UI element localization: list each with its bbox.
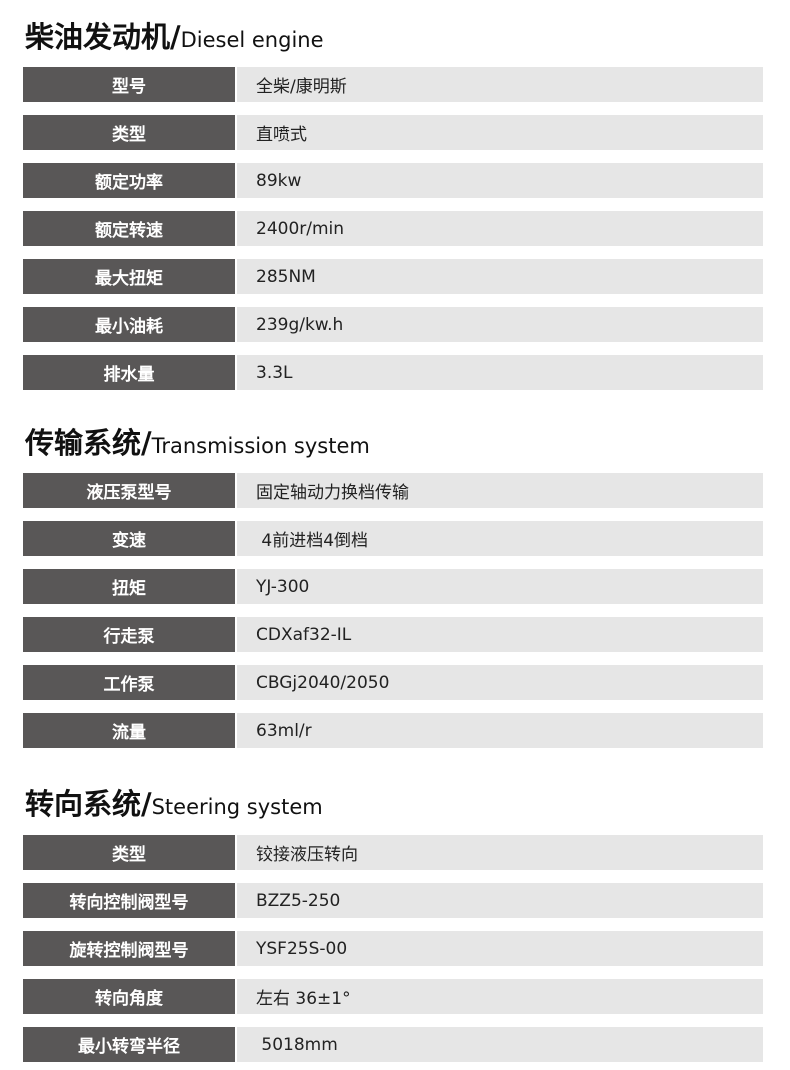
section-title: 传输系统/Transmission system — [25, 420, 370, 462]
spec-label: 额定转速 — [23, 211, 235, 246]
spec-row: 变速 4前进档4倒档 — [23, 521, 763, 556]
spec-row: 最小油耗 239g/kw.h — [23, 307, 763, 342]
spec-value: 左右 36±1° — [237, 979, 763, 1014]
spec-value: 5018mm — [237, 1027, 763, 1062]
spec-row: 最小转弯半径 5018mm — [23, 1027, 763, 1062]
spec-label: 旋转控制阀型号 — [23, 931, 235, 966]
spec-value: 2400r/min — [237, 211, 763, 246]
section-title-zh: 转向系统/ — [25, 787, 152, 821]
spec-value: 239g/kw.h — [237, 307, 763, 342]
spec-label: 最大扭矩 — [23, 259, 235, 294]
spec-value: 89kw — [237, 163, 763, 198]
spec-value: 3.3L — [237, 355, 763, 390]
spec-value: 63ml/r — [237, 713, 763, 748]
spec-label: 变速 — [23, 521, 235, 556]
spec-label: 流量 — [23, 713, 235, 748]
section-title: 转向系统/Steering system — [25, 781, 323, 823]
section-title-zh: 传输系统/ — [25, 426, 152, 460]
spec-row: 型号 全柴/康明斯 — [23, 67, 763, 102]
spec-row: 转向角度 左右 36±1° — [23, 979, 763, 1014]
spec-row: 扭矩 YJ-300 — [23, 569, 763, 604]
spec-label: 扭矩 — [23, 569, 235, 604]
spec-row: 转向控制阀型号 BZZ5-250 — [23, 883, 763, 918]
section-title-en: Steering system — [151, 795, 323, 819]
spec-value: 全柴/康明斯 — [237, 67, 763, 102]
section-title-zh: 柴油发动机/ — [25, 20, 181, 54]
spec-value: 285NM — [237, 259, 763, 294]
spec-label: 类型 — [23, 835, 235, 870]
spec-row: 流量 63ml/r — [23, 713, 763, 748]
section-title-en: Diesel engine — [180, 28, 324, 52]
spec-row: 工作泵 CBGj2040/2050 — [23, 665, 763, 700]
spec-value: BZZ5-250 — [237, 883, 763, 918]
spec-row: 液压泵型号 固定轴动力换档传输 — [23, 473, 763, 508]
spec-label: 排水量 — [23, 355, 235, 390]
spec-label: 液压泵型号 — [23, 473, 235, 508]
spec-row: 类型 直喷式 — [23, 115, 763, 150]
spec-label: 行走泵 — [23, 617, 235, 652]
spec-label: 额定功率 — [23, 163, 235, 198]
spec-row: 额定转速 2400r/min — [23, 211, 763, 246]
section-title-en: Transmission system — [151, 434, 370, 458]
spec-row: 排水量 3.3L — [23, 355, 763, 390]
spec-row: 额定功率 89kw — [23, 163, 763, 198]
spec-label: 类型 — [23, 115, 235, 150]
spec-label: 转向控制阀型号 — [23, 883, 235, 918]
spec-row: 行走泵 CDXaf32-IL — [23, 617, 763, 652]
spec-value: 4前进档4倒档 — [237, 521, 763, 556]
spec-value: CBGj2040/2050 — [237, 665, 763, 700]
spec-label: 最小转弯半径 — [23, 1027, 235, 1062]
spec-label: 型号 — [23, 67, 235, 102]
spec-row: 最大扭矩 285NM — [23, 259, 763, 294]
spec-label: 转向角度 — [23, 979, 235, 1014]
spec-value: YJ-300 — [237, 569, 763, 604]
spec-label: 最小油耗 — [23, 307, 235, 342]
section-title: 柴油发动机/Diesel engine — [25, 14, 324, 56]
spec-label: 工作泵 — [23, 665, 235, 700]
spec-value: YSF25S-00 — [237, 931, 763, 966]
spec-value: 直喷式 — [237, 115, 763, 150]
spec-value: 固定轴动力换档传输 — [237, 473, 763, 508]
spec-row: 类型 铰接液压转向 — [23, 835, 763, 870]
spec-value: CDXaf32-IL — [237, 617, 763, 652]
spec-row: 旋转控制阀型号 YSF25S-00 — [23, 931, 763, 966]
spec-value: 铰接液压转向 — [237, 835, 763, 870]
